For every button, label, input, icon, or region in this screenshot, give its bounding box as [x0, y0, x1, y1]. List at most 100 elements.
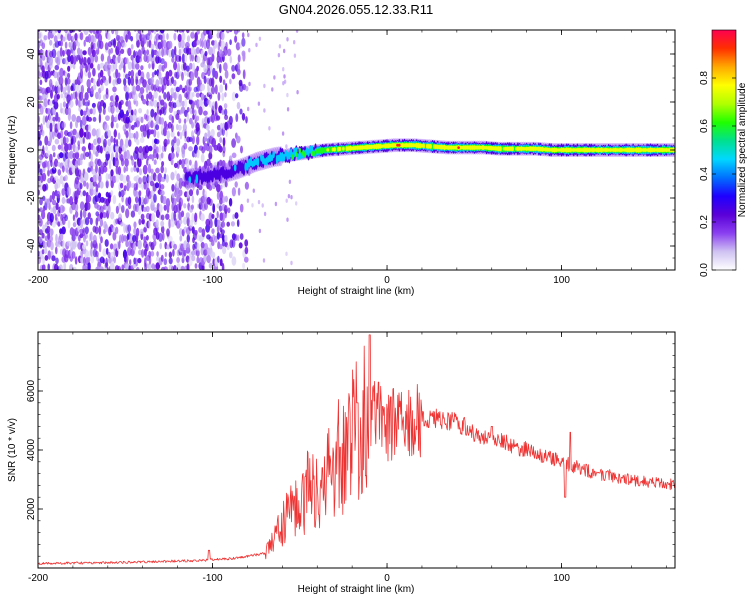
noise-cell — [92, 84, 97, 91]
noise-cell — [221, 109, 225, 115]
noise-cell — [228, 115, 233, 125]
ridge-cell — [396, 143, 399, 147]
ridge-cell — [668, 147, 672, 153]
noise-cell — [102, 212, 107, 219]
noise-cell — [84, 249, 89, 258]
noise-cell — [85, 63, 88, 73]
noise-cell — [142, 98, 147, 105]
noise-cell — [194, 32, 198, 42]
noise-cell — [130, 35, 134, 42]
noise-cell — [194, 152, 198, 158]
noise-cell — [166, 130, 171, 140]
noise-cell — [121, 264, 125, 270]
noise-cell — [91, 168, 97, 175]
noise-cell — [189, 62, 193, 70]
noise-cell — [196, 249, 200, 257]
noise-cell — [130, 54, 135, 61]
noise-cell — [67, 84, 71, 95]
noise-cell — [117, 132, 121, 140]
noise-cell — [236, 219, 240, 228]
noise-cell — [241, 50, 246, 57]
noise-cell — [231, 256, 237, 266]
noise-cell — [185, 212, 190, 219]
noise-cell — [99, 218, 104, 227]
noise-cell — [185, 30, 190, 34]
noise-cell — [79, 127, 84, 138]
noise-cell — [115, 151, 119, 162]
noise-cell — [132, 262, 137, 269]
noise-cell — [224, 195, 228, 203]
noise-cell — [194, 160, 198, 170]
noise-cell — [59, 175, 64, 185]
noise-cell — [206, 30, 210, 35]
noise-cell — [69, 100, 74, 108]
noise-cell — [156, 153, 159, 160]
noise-cell — [99, 145, 103, 154]
noise-cell — [145, 205, 150, 213]
colorbar-tick-label: 0.0 — [699, 263, 710, 277]
noise-cell — [151, 94, 154, 102]
noise-cell — [122, 235, 127, 242]
noise-cell — [196, 188, 199, 196]
noise-cell — [107, 139, 112, 147]
noise-cell — [84, 233, 88, 240]
noise-cell — [99, 205, 104, 216]
noise-cell — [125, 86, 130, 93]
noise-cell — [130, 69, 135, 78]
noise-cell — [196, 65, 200, 72]
noise-cell — [229, 39, 232, 46]
noise-cell — [286, 92, 289, 98]
ridge-cell — [298, 147, 302, 154]
noise-cell — [110, 135, 114, 143]
noise-cell — [165, 174, 169, 183]
x-tick-label: 100 — [553, 573, 570, 584]
noise-cell — [76, 115, 81, 123]
noise-cell — [146, 40, 150, 48]
noise-cell — [137, 49, 142, 60]
noise-cell — [219, 243, 223, 250]
noise-cell — [62, 86, 67, 95]
noise-cell — [75, 97, 79, 106]
noise-cell — [238, 242, 243, 249]
noise-cell — [156, 106, 160, 115]
noise-cell — [83, 150, 86, 160]
noise-cell — [160, 254, 164, 262]
noise-cell — [211, 240, 215, 247]
noise-cell — [186, 35, 191, 43]
noise-cell — [80, 159, 83, 166]
noise-cell — [54, 30, 59, 33]
spectrogram-noise-cells — [38, 30, 299, 270]
noise-cell — [221, 92, 225, 102]
noise-cell — [231, 238, 236, 248]
noise-cell — [133, 132, 136, 139]
noise-cell — [125, 208, 130, 219]
noise-cell — [86, 78, 91, 88]
noise-cell — [178, 48, 182, 56]
noise-cell — [194, 114, 197, 124]
spectrogram-y-ticks: -40 -20 0 20 40 — [26, 29, 675, 271]
noise-cell — [191, 121, 195, 129]
x-tick-label: -100 — [203, 275, 223, 286]
noise-cell — [257, 101, 261, 106]
noise-cell — [235, 93, 239, 99]
noise-cell — [236, 234, 240, 242]
noise-cell — [277, 53, 281, 58]
noise-cell — [135, 196, 139, 204]
noise-cell — [214, 70, 219, 80]
noise-cell — [203, 110, 208, 116]
noise-cell — [228, 158, 233, 168]
ridge-cell — [638, 147, 642, 153]
noise-cell — [151, 48, 155, 58]
noise-cell — [153, 143, 157, 154]
noise-cell — [90, 41, 94, 50]
noise-cell — [81, 115, 87, 126]
noise-cell — [225, 41, 228, 51]
noise-cell — [231, 138, 237, 148]
noise-cell — [127, 203, 132, 210]
noise-cell — [95, 250, 99, 258]
ridge-cell — [333, 147, 337, 152]
noise-cell — [68, 107, 71, 116]
noise-cell — [158, 64, 163, 72]
